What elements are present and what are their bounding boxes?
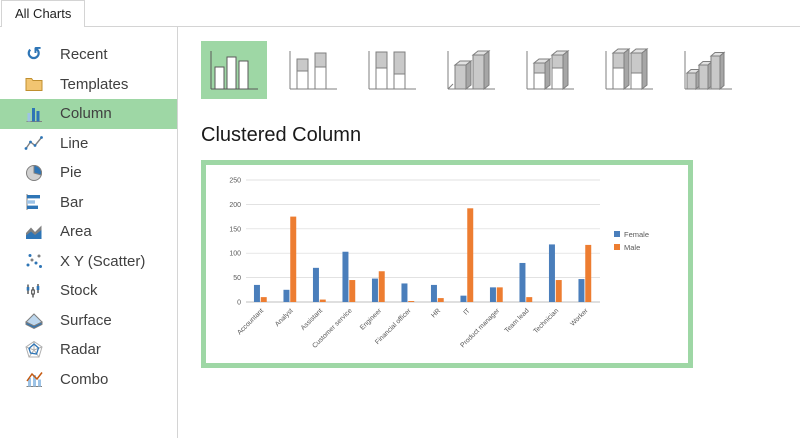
sidebar-item-label: Bar	[60, 193, 84, 211]
svg-text:150: 150	[229, 226, 241, 233]
svg-text:Female: Female	[624, 230, 649, 239]
sidebar-item-line[interactable]: Line	[0, 129, 177, 159]
sidebar-item-label: Recent	[60, 46, 108, 64]
sidebar-item-label: Radar	[60, 341, 101, 359]
templates-icon	[24, 74, 44, 94]
sidebar-item-bar[interactable]: Bar	[0, 188, 177, 218]
svg-text:Engineer: Engineer	[359, 307, 384, 332]
svg-text:250: 250	[229, 178, 241, 185]
subtype-3d-100-stacked-column[interactable]	[596, 41, 662, 99]
svg-text:Male: Male	[624, 243, 640, 252]
main-pane: Clustered Column 0 50 100 150 200 250 Accounta…	[178, 27, 800, 438]
area-icon	[24, 222, 44, 242]
subtype-100-stacked-column[interactable]	[359, 41, 425, 99]
svg-text:Accountant: Accountant	[236, 307, 265, 336]
sidebar-item-scatter[interactable]: X Y (Scatter)	[0, 247, 177, 277]
radar-icon	[24, 340, 44, 360]
tab-all-charts[interactable]: All Charts	[1, 0, 86, 27]
svg-text:Assistant: Assistant	[300, 307, 325, 332]
subtype-title: Clustered Column	[201, 124, 362, 146]
sidebar-item-label: Column	[60, 105, 112, 123]
svg-text:Technician: Technician	[532, 307, 560, 335]
bar-icon	[24, 192, 44, 212]
svg-text:Worker: Worker	[569, 307, 590, 328]
sidebar-item-stock[interactable]: Stock	[0, 276, 177, 306]
sidebar-item-surface[interactable]: Surface	[0, 306, 177, 336]
stacked-column-icon	[289, 51, 337, 90]
chart-preview[interactable]: 0 50 100 150 200 250 Accountant Analyst Assistan…	[201, 160, 693, 368]
subtype-row	[201, 41, 800, 99]
clustered-column-icon	[210, 51, 258, 90]
sidebar-item-label: Pie	[60, 164, 82, 182]
3d-column-icon	[684, 51, 732, 91]
line-icon	[24, 133, 44, 153]
3d-stacked-column-icon	[526, 49, 574, 91]
svg-text:0: 0	[237, 300, 241, 307]
sidebar-item-combo[interactable]: Combo	[0, 365, 177, 395]
surface-icon	[24, 310, 44, 330]
sidebar-item-label: Templates	[60, 75, 129, 93]
sidebar-item-label: X Y (Scatter)	[60, 252, 146, 270]
sidebar-item-recent[interactable]: ↺ Recent	[0, 40, 177, 70]
dialog-content: ↺ Recent Templates Column	[0, 27, 800, 438]
recent-icon: ↺	[26, 43, 42, 66]
tab-bar: All Charts	[0, 0, 800, 27]
combo-icon	[24, 369, 44, 389]
sidebar-item-label: Combo	[60, 370, 109, 388]
svg-text:200: 200	[229, 202, 241, 209]
sidebar-item-label: Stock	[60, 282, 98, 300]
sidebar-item-radar[interactable]: Radar	[0, 335, 177, 365]
svg-text:HR: HR	[430, 307, 442, 319]
column-icon	[24, 104, 44, 124]
sidebar-item-area[interactable]: Area	[0, 217, 177, 247]
svg-text:IT: IT	[462, 307, 471, 316]
100-stacked-column-icon	[368, 51, 416, 90]
sidebar-item-pie[interactable]: Pie	[0, 158, 177, 188]
sidebar-item-label: Surface	[60, 311, 112, 329]
chart-type-sidebar: ↺ Recent Templates Column	[0, 27, 178, 438]
subtype-3d-stacked-column[interactable]	[517, 41, 583, 99]
subtype-stacked-column[interactable]	[280, 41, 346, 99]
stock-icon	[24, 281, 44, 301]
scatter-icon	[24, 251, 44, 271]
sidebar-item-label: Line	[60, 134, 89, 152]
sidebar-item-label: Area	[60, 223, 92, 241]
pie-icon	[24, 163, 44, 183]
subtype-3d-column[interactable]	[675, 41, 741, 99]
svg-text:Analyst: Analyst	[274, 307, 295, 328]
svg-text:Team lead: Team lead	[504, 307, 531, 334]
svg-text:50: 50	[233, 275, 241, 282]
sidebar-item-column[interactable]: Column	[0, 99, 177, 129]
sidebar-item-templates[interactable]: Templates	[0, 70, 177, 100]
subtype-clustered-column[interactable]	[201, 41, 267, 99]
subtype-3d-clustered-column[interactable]	[438, 41, 504, 99]
svg-text:100: 100	[229, 251, 241, 258]
clustered-column-chart: 0 50 100 150 200 250 Accountant Analyst Assistan…	[229, 178, 649, 350]
3d-100-stacked-column-icon	[605, 47, 653, 91]
3d-clustered-column-icon	[447, 49, 495, 91]
